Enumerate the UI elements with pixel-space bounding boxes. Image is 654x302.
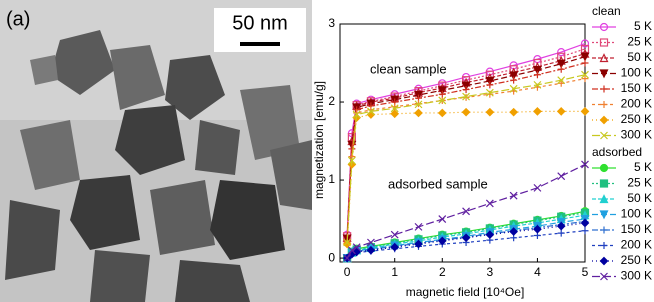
scale-bar-label: 50 nm — [232, 12, 288, 34]
x-tick-label: 5 — [582, 265, 589, 279]
legend-label: 50 K — [627, 50, 652, 64]
legend-marker — [601, 101, 608, 108]
series-line — [347, 54, 585, 238]
legend-marker — [601, 117, 608, 124]
legend-label: 200 K — [621, 97, 652, 111]
panel-label: (a) — [6, 8, 30, 30]
data-point — [463, 109, 470, 116]
data-point — [439, 216, 446, 223]
legend-label: 150 K — [621, 222, 652, 236]
data-point — [391, 231, 398, 238]
x-tick-label: 4 — [534, 265, 541, 279]
legend-marker — [601, 227, 608, 234]
annotation: clean sample — [370, 61, 447, 76]
data-point — [463, 208, 470, 215]
legend-group-title: adsorbed — [592, 145, 642, 159]
data-point — [510, 192, 517, 199]
legend-label: 250 K — [621, 253, 652, 267]
legend-label: 200 K — [621, 238, 652, 252]
data-point — [582, 219, 589, 226]
y-tick-label: 2 — [328, 94, 335, 108]
legend-group-title: clean — [592, 4, 621, 18]
data-point — [486, 81, 493, 88]
legend-label: 5 K — [634, 19, 652, 33]
data-point — [415, 223, 422, 230]
legend-label: 300 K — [621, 128, 652, 142]
data-point — [558, 230, 565, 237]
data-point — [558, 108, 565, 115]
x-tick-label: 2 — [439, 265, 446, 279]
data-point — [439, 109, 446, 116]
data-point — [582, 227, 589, 234]
legend-label: 50 K — [627, 191, 652, 205]
y-axis-label: magnetization [emu/g] — [312, 81, 326, 199]
data-point — [582, 60, 589, 67]
legend-label: 25 K — [627, 35, 652, 49]
micrograph: 50 nm (a) — [0, 0, 312, 302]
legend-marker — [601, 165, 608, 172]
legend-marker — [601, 242, 608, 249]
y-tick-label: 1 — [328, 172, 335, 186]
legend-label: 25 K — [627, 176, 652, 190]
legend-label: 300 K — [621, 269, 652, 283]
data-point — [558, 173, 565, 180]
y-tick-label: 3 — [328, 16, 335, 30]
legend-marker — [601, 86, 608, 93]
data-point — [463, 86, 470, 93]
data-point — [391, 103, 398, 110]
data-point — [415, 109, 422, 116]
figure: 50 nm (a) magnetic field [10⁴Oe] magneti… — [0, 0, 654, 302]
data-point — [558, 66, 565, 73]
annotation: adsorbed sample — [388, 176, 488, 191]
legend-marker — [601, 258, 608, 265]
data-point — [582, 108, 589, 115]
legend-label: 5 K — [634, 160, 652, 174]
x-tick-label: 1 — [391, 265, 398, 279]
data-point — [510, 77, 517, 84]
legend-label: 250 K — [621, 112, 652, 126]
y-tick-label: 0 — [328, 250, 335, 264]
data-point — [534, 184, 541, 191]
legend-marker — [601, 180, 608, 187]
legend-label: 100 K — [621, 66, 652, 80]
x-tick-label: 3 — [487, 265, 494, 279]
legend-label: 100 K — [621, 207, 652, 221]
data-point — [534, 108, 541, 115]
data-point — [486, 109, 493, 116]
legend-label: 150 K — [621, 81, 652, 95]
data-point — [510, 109, 517, 116]
data-point — [534, 71, 541, 78]
data-point — [582, 75, 589, 82]
x-tick-label: 0 — [344, 265, 351, 279]
x-axis-label: magnetic field [10⁴Oe] — [406, 285, 525, 299]
data-point — [486, 200, 493, 207]
